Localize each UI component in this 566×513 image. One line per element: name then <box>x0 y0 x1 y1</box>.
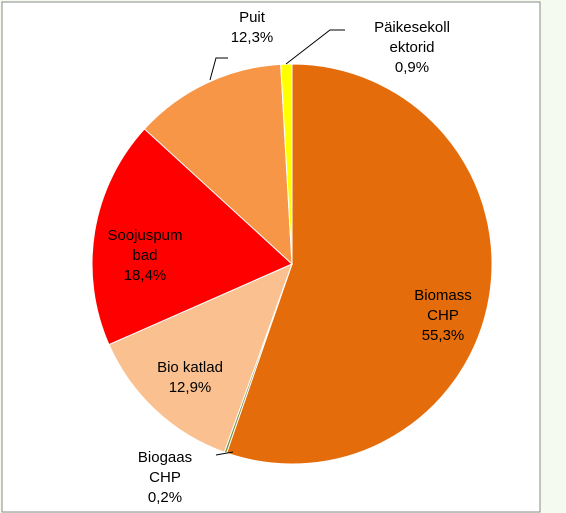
pie-slice <box>91 128 293 346</box>
slice-label: 12,3% <box>231 29 274 46</box>
category-line: CHP <box>149 469 181 486</box>
slice-label: 55,3% <box>422 327 465 344</box>
slice-category: Puit <box>239 9 266 26</box>
slice-label: 0,2% <box>148 489 182 506</box>
category-line: Bio katlad <box>157 359 223 376</box>
category-line: Biomass <box>414 287 472 304</box>
slice-label: 12,9% <box>169 379 212 396</box>
slice-label: 18,4% <box>124 267 167 284</box>
leader-line <box>209 57 228 81</box>
slice-category: Soojuspum bad <box>107 227 182 264</box>
slice-category: Päikesekoll ektorid <box>374 19 450 56</box>
category-line: Soojuspum <box>107 227 182 244</box>
leader-line <box>215 451 234 456</box>
category-line: Puit <box>239 9 266 26</box>
category-line: CHP <box>427 307 459 324</box>
slice-category: Biogaas CHP <box>138 449 192 486</box>
pie-slice <box>108 263 293 453</box>
pie-slice <box>225 63 493 465</box>
slice-label: 0,9% <box>395 59 429 76</box>
leader-line <box>285 29 345 65</box>
category-line: Biogaas <box>138 449 192 466</box>
category-line: Päikesekoll <box>374 19 450 36</box>
category-line: ektorid <box>389 39 434 56</box>
category-line: bad <box>132 247 157 264</box>
slice-category: Bio katlad <box>157 359 223 376</box>
slice-category: Biomass CHP <box>414 287 472 324</box>
pie-slice <box>143 63 293 266</box>
